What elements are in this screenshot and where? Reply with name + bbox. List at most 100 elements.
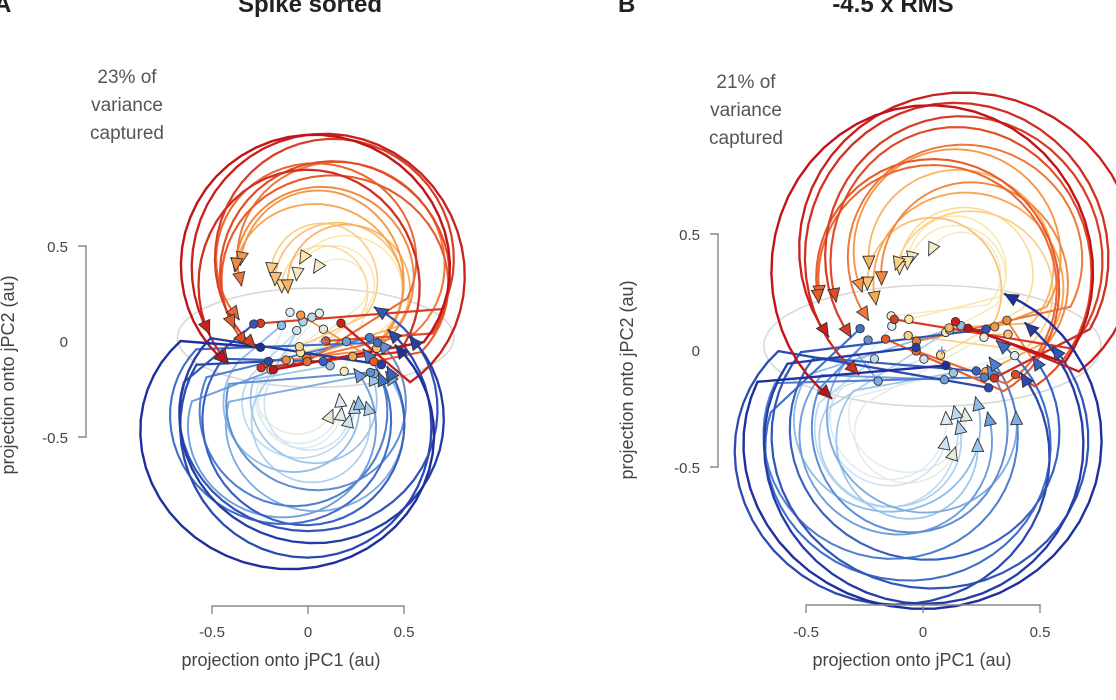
trajectory-end-arrow (353, 368, 368, 384)
trajectory-start-marker (318, 324, 329, 334)
condition-trajectory (898, 206, 1034, 356)
trajectory-start-marker (1010, 350, 1020, 361)
trajectory-start-marker (941, 360, 951, 371)
trajectory-end-arrow (988, 356, 1003, 373)
trajectory-end-arrow (333, 406, 347, 422)
trajectory-end-arrow (394, 344, 410, 360)
trajectory-start-marker (255, 342, 266, 352)
trajectory-end-arrow (945, 445, 958, 462)
condition-trajectory (198, 336, 389, 508)
condition-trajectory (788, 355, 1061, 561)
panel-letter: B (618, 0, 635, 18)
panel-title: -4.5 x RMS (832, 0, 953, 18)
trajectory-end-arrow (352, 395, 367, 411)
condition-trajectory (818, 329, 962, 508)
trajectory-start-marker (889, 314, 899, 325)
trajectory-end-arrow (874, 271, 889, 286)
trajectory-start-marker (348, 351, 358, 362)
trajectory-end-arrow (409, 335, 424, 352)
variance-line-2: variance (91, 95, 163, 116)
trajectory-end-arrow (970, 437, 985, 453)
condition-trajectory (764, 327, 1052, 582)
trajectory-start-marker (292, 325, 302, 336)
trajectory-end-arrow (213, 349, 229, 365)
trajectory-start-marker (1002, 315, 1012, 325)
condition-trajectory (762, 322, 1085, 606)
trajectory-end-arrow (241, 333, 257, 349)
trajectory-start-marker (364, 332, 375, 343)
trajectory-start-marker (939, 375, 950, 385)
condition-trajectory (270, 223, 411, 371)
trajectory-start-marker (285, 307, 295, 317)
trajectory-end-arrow (387, 329, 403, 345)
condition-trajectory (280, 244, 369, 342)
trajectory-start-marker (950, 317, 961, 327)
x-axis-label: projection onto jPC1 (au) (181, 650, 380, 670)
variance-line-3: captured (90, 123, 164, 144)
condition-trajectory (269, 222, 379, 348)
trajectory-start-marker (296, 310, 306, 320)
condition-trajectory (829, 126, 1093, 388)
trajectory-start-marker (281, 355, 291, 365)
trajectory-end-arrow (377, 371, 391, 388)
trajectory-end-arrow (860, 276, 875, 292)
trajectory-end-arrow (291, 266, 305, 282)
condition-trajectory (894, 210, 1054, 351)
condition-trajectory (234, 185, 415, 361)
trajectory-start-marker (869, 354, 880, 364)
trajectory-end-arrow (972, 395, 986, 412)
condition-trajectory (298, 234, 404, 354)
x-tick-label: -0.5 (199, 624, 225, 641)
panel-letter: A (0, 0, 11, 18)
condition-trajectory (179, 133, 452, 371)
trajectory-start-marker (1010, 369, 1021, 380)
trajectory-end-arrow (838, 322, 852, 339)
condition-trajectory (835, 372, 979, 520)
trajectory-end-arrow (1009, 410, 1024, 426)
start-state-ellipse (763, 284, 1102, 408)
condition-trajectory (190, 132, 466, 384)
trajectory-end-arrow (340, 413, 354, 429)
y-axis-label: projection onto jPC2 (au) (0, 275, 18, 474)
condition-trajectory (742, 292, 1103, 610)
trajectory-end-arrow (373, 306, 390, 321)
trajectory-end-arrow (1024, 322, 1040, 338)
condition-trajectory (866, 216, 1009, 336)
marker-group (197, 248, 424, 429)
trajectory-start-marker (325, 361, 335, 371)
trajectory-end-arrow (299, 248, 313, 265)
trajectory-end-arrow (959, 406, 973, 423)
trajectory-end-arrow (939, 410, 954, 426)
x-axis-label: projection onto jPC1 (au) (812, 650, 1011, 670)
trajectory-end-arrow (867, 290, 881, 306)
y-axis (710, 233, 719, 468)
trajectory-end-arrow (268, 271, 283, 287)
trajectory-end-arrow (265, 261, 279, 277)
trajectory-end-arrow (817, 383, 833, 399)
trajectory-end-arrow (827, 287, 841, 303)
trajectory-start-marker (983, 383, 994, 393)
trajectory-end-arrow (312, 258, 327, 275)
condition-trajectory (250, 320, 371, 484)
start-state-ellipse (176, 287, 455, 389)
condition-trajectory (178, 335, 445, 545)
trajectory-end-arrow (1032, 355, 1046, 372)
condition-trajectory (817, 163, 1058, 385)
condition-trajectory (867, 169, 1055, 329)
trajectory-start-marker (935, 350, 946, 360)
condition-trajectory (852, 148, 1062, 328)
marker-group (810, 240, 1066, 462)
trajectory-start-marker (873, 376, 883, 386)
trajectory-start-marker (855, 323, 865, 334)
x-tick-label: 0.5 (1030, 624, 1051, 641)
trajectory-end-arrow (321, 408, 334, 425)
condition-trajectory (823, 115, 1104, 350)
trajectory-group (139, 132, 466, 571)
trajectory-start-marker (944, 323, 954, 333)
condition-trajectory (846, 143, 1084, 343)
trajectory-start-marker (863, 335, 873, 345)
trajectory-start-marker (307, 312, 317, 322)
trajectory-start-marker (268, 365, 278, 375)
condition-trajectory (178, 306, 439, 533)
